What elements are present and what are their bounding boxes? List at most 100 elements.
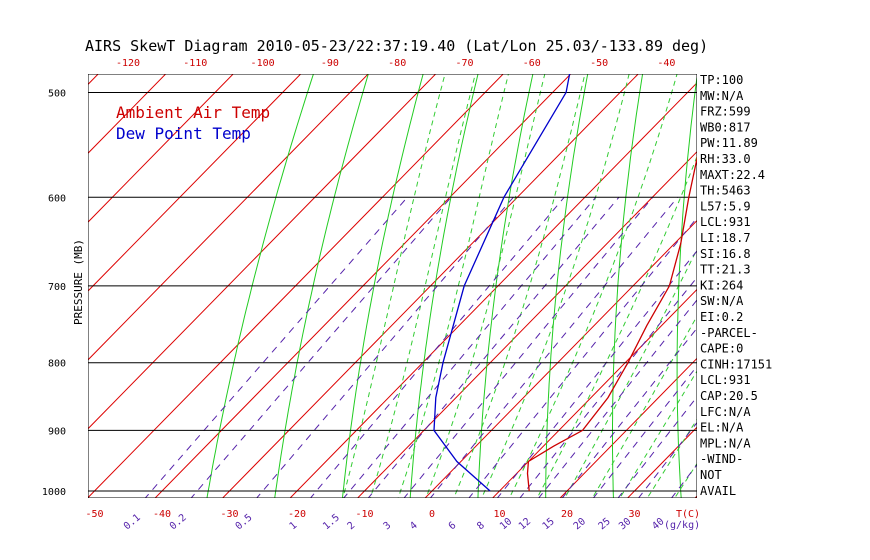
pressure-tick-label: 800 [48,359,66,370]
legend-dewpoint: Dew Point Temp [116,124,251,143]
pressure-tick-label: 1000 [42,487,66,498]
moist-adiabat-line [481,74,630,498]
index-item: LFC:N/A [700,405,751,419]
moist-adiabat-line [674,462,697,498]
pressure-tick-label: 500 [48,88,66,99]
dry-adiabat-line [676,74,697,498]
index-item: LCL:931 [700,215,751,229]
bottom-temp-tick-label: 30 [628,509,640,520]
mixing-ratio-line [496,250,697,498]
mixing-ratio-tick-label: 4 [408,520,420,532]
isotherm-line [88,74,504,498]
moist-adiabat-line [536,155,697,498]
dry-adiabat-line [477,74,534,498]
mixing-ratio-line [637,421,697,498]
pressure-tick-label: 900 [48,426,66,437]
mixing-ratio-tick-label: 1 [288,520,300,532]
dry-adiabat-line [612,74,644,498]
index-item: SW:N/A [700,294,744,308]
isotherm-line [154,74,572,498]
mixing-ratio-line [561,327,697,498]
index-item: RH:33.0 [700,152,751,166]
bottom-temp-tick-label: 0 [429,509,435,520]
temperature-profile-line [526,155,697,492]
isotherm-line [424,219,697,498]
mixing-ratio-line [519,276,697,498]
isotherm-line [88,74,437,430]
dry-adiabat-line [274,74,369,498]
mixing-ratio-line [343,196,597,498]
index-item: LI:18.7 [700,231,751,245]
mixing-ratio-line [367,196,620,498]
mixing-ratio-tick-label: 20 [572,516,588,532]
mixing-ratio-tick-label: 15 [541,516,557,532]
index-item: EL:N/A [700,421,744,435]
isotherm-line [742,0,870,519]
isotherm-line [88,74,369,361]
index-item: MW:N/A [700,89,744,103]
mixing-ratio-tick-label: 12 [517,516,533,532]
bottom-temp-tick-label: 20 [561,509,573,520]
mixing-ratio-line [256,196,514,498]
index-item: MAXT:22.4 [700,168,765,182]
top-temp-tick-label: -80 [388,58,406,69]
index-item: AVAIL [700,484,736,498]
mixing-ratio-line [190,196,452,498]
isotherm-line [0,0,717,519]
chart-title: AIRS SkewT Diagram 2010-05-23/22:37:19.4… [85,37,708,55]
moist-adiabat-line [453,74,586,498]
mixing-ratio-line [670,463,697,498]
mixing-ratio-tick-label: 25 [597,516,613,532]
dry-adiabat-line [409,74,479,498]
bottom-temp-tick-label: -20 [288,509,306,520]
dry-adiabat-line [800,0,870,519]
isotherm-line [810,0,870,519]
index-item: EI:0.2 [700,310,743,324]
plot-area [0,0,870,519]
top-temp-tick-label: -120 [116,58,140,69]
mixing-ratio-tick-label: 0.1 [122,512,143,532]
isotherm-line [0,0,785,519]
top-temp-tick-label: -70 [455,58,473,69]
bottom-temp-tick-label: -30 [220,509,238,520]
index-item: FRZ:599 [700,105,751,119]
index-item: KI:264 [700,278,743,292]
index-item: TP:100 [700,73,743,87]
moist-adiabat-line [646,418,697,498]
mixing-ratio-tick-label: 2 [346,520,358,532]
bottom-temp-tick-label: 10 [493,509,505,520]
moist-adiabat-line [508,74,678,498]
index-item: -WIND- [700,452,743,466]
index-item: TT:21.3 [700,263,751,277]
y-axis-label: PRESSURE (MB) [72,239,85,325]
pressure-tick-label: 700 [48,282,66,293]
dry-adiabat-line [740,0,870,519]
isotherm-line [221,74,639,498]
index-item: SI:16.8 [700,247,751,261]
isotherm-line [289,82,697,498]
mixing-ratio-line [538,299,697,498]
moist-adiabat-line [342,74,446,498]
bottom-temp-tick-label: -10 [355,509,373,520]
index-item: CAPE:0 [700,342,743,356]
moist-adiabat-line [397,74,509,498]
legend: Ambient Air Temp Dew Point Temp [116,103,270,143]
index-item: WB0:817 [700,120,751,134]
isotherm-line [0,0,650,519]
mixing-ratio-tick-label: 1.5 [321,512,342,532]
dry-adiabat-line [859,0,870,519]
mixing-ratio-line [592,365,697,498]
dewpoint-profile-line [433,74,571,492]
top-temp-tick-label: -60 [523,58,541,69]
dry-adiabat-line [341,74,424,498]
dry-adiabat-line [545,74,589,498]
top-temp-tick-label: -50 [590,58,608,69]
index-item: CINH:17151 [700,357,772,371]
index-item: TH:5463 [700,184,751,198]
bottom-temp-tick-label: -50 [85,509,103,520]
top-temp-tick-label: -40 [657,58,675,69]
index-item: MPL:N/A [700,436,751,450]
isotherm-line [491,288,697,498]
